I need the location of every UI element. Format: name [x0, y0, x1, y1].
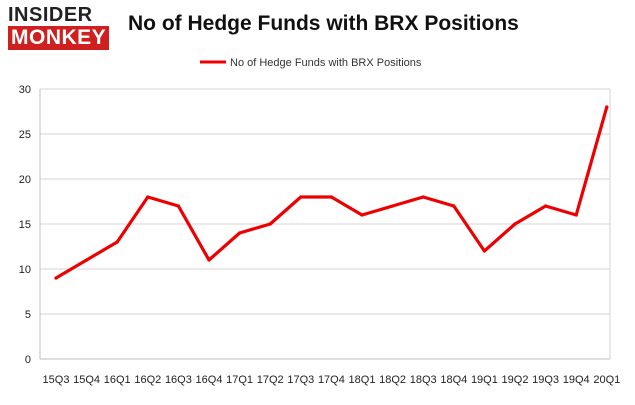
data-point	[452, 204, 456, 208]
data-point	[421, 195, 425, 199]
logo-line2: MONKEY	[8, 26, 110, 50]
data-point	[391, 204, 395, 208]
data-point	[329, 195, 333, 199]
data-point	[605, 105, 609, 109]
y-tick-label: 20	[19, 174, 31, 186]
y-tick-label: 25	[19, 129, 31, 141]
grid	[40, 88, 610, 360]
x-tick-label: 19Q1	[471, 374, 498, 386]
data-point	[544, 204, 548, 208]
y-tick-labels: 0 5 10 15 20 25 30	[19, 84, 31, 366]
series	[54, 105, 609, 280]
data-point	[85, 258, 89, 262]
y-tick-label: 0	[25, 354, 31, 366]
y-tick-label: 10	[19, 264, 31, 276]
data-point	[238, 231, 242, 235]
x-tick-label: 17Q3	[287, 374, 314, 386]
x-tick-labels: 15Q3 15Q4 16Q1 16Q2 16Q3 16Q4 17Q1 17Q2 17Q3 17Q4…	[43, 374, 621, 386]
chart-title: No of Hedge Funds with BRX Positions	[128, 12, 519, 35]
x-tick-label: 17Q1	[226, 374, 253, 386]
x-tick-label: 18Q3	[410, 374, 437, 386]
axes	[39, 89, 611, 360]
x-tick-label: 17Q2	[257, 374, 284, 386]
data-point	[207, 258, 211, 262]
x-tick-label: 18Q4	[440, 374, 467, 386]
logo-line1: INSIDER	[8, 4, 93, 26]
data-point	[360, 213, 364, 217]
data-point	[513, 222, 517, 226]
legend: No of Hedge Funds with BRX Positions	[200, 57, 422, 69]
x-tick-label: 20Q1	[593, 374, 620, 386]
x-tick-label: 19Q2	[502, 374, 529, 386]
data-point	[176, 204, 180, 208]
data-point	[146, 195, 150, 199]
data-point	[482, 249, 486, 253]
x-tick-label: 17Q4	[318, 374, 345, 386]
y-tick-label: 30	[19, 84, 31, 96]
x-tick-label: 16Q4	[196, 374, 223, 386]
legend-label: No of Hedge Funds with BRX Positions	[230, 57, 422, 69]
x-tick-label: 19Q3	[532, 374, 559, 386]
x-tick-label: 16Q3	[165, 374, 192, 386]
x-tick-label: 18Q2	[379, 374, 406, 386]
x-tick-label: 19Q4	[563, 374, 590, 386]
y-tick-label: 15	[19, 219, 31, 231]
x-tick-label: 18Q1	[349, 374, 376, 386]
data-point	[115, 240, 119, 244]
x-tick-label: 16Q2	[134, 374, 161, 386]
data-point	[54, 276, 58, 280]
data-point	[268, 222, 272, 226]
x-tick-label: 16Q1	[104, 374, 131, 386]
insider-monkey-logo: INSIDER MONKEY	[8, 4, 116, 52]
y-tick-label: 5	[25, 309, 31, 321]
x-tick-label: 15Q4	[73, 374, 100, 386]
x-tick-label: 15Q3	[43, 374, 70, 386]
data-point	[574, 213, 578, 217]
data-point	[299, 195, 303, 199]
series-line	[54, 105, 609, 280]
